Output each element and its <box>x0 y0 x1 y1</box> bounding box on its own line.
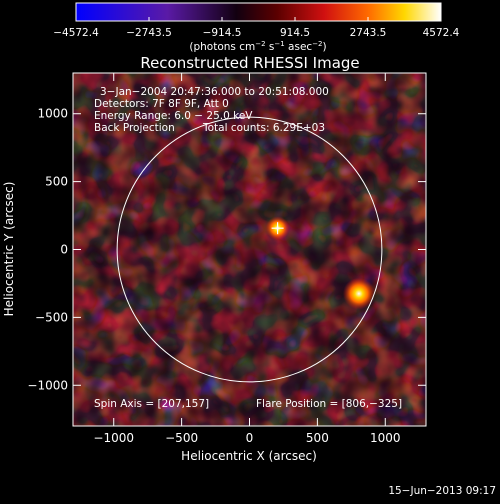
colorbar-tick-label: −2743.5 <box>126 27 172 39</box>
colorbar-tick-label: −4572.4 <box>53 27 99 39</box>
spin-axis-marker <box>271 222 284 235</box>
annotation-flare-position: Flare Position = [806,−325] <box>256 398 402 410</box>
colorbar-tick-label: −914.5 <box>203 27 242 39</box>
solar-limb-circle <box>116 116 383 383</box>
annotation-method: Back Projection <box>94 122 175 134</box>
y-axis-label: Heliocentric Y (arcsec) <box>2 182 16 317</box>
annotation-detectors: Detectors: 7F 8F 9F, Att 0 <box>94 98 229 110</box>
colorbar <box>75 2 442 22</box>
colorbar-units: (photons cm−2 s−1 asec−2) <box>189 40 326 53</box>
annotation-block: 3−Jan−2004 20:47:36.000 to 20:51:08.000 … <box>94 86 402 410</box>
colorbar-ticks: −4572.4 −2743.5 −914.5 914.5 2743.5 4572.4 <box>53 17 460 39</box>
footer-timestamp: 15−Jun−2013 09:17 <box>388 485 496 497</box>
annotation-counts: Total counts: 6.29E+03 <box>202 122 325 134</box>
x-tick-label: −500 <box>165 431 198 445</box>
y-tick-label: 1000 <box>37 107 68 121</box>
source-blob <box>342 277 375 310</box>
y-tick-label: 500 <box>45 175 68 189</box>
colorbar-tick-label: 914.5 <box>280 27 310 39</box>
chart-title: Reconstructed RHESSI Image <box>140 54 359 72</box>
plot-area <box>73 73 426 426</box>
x-tick-label: 1000 <box>370 431 401 445</box>
x-tick-label: 0 <box>246 431 254 445</box>
y-tick-label: −1000 <box>27 378 68 392</box>
colorbar-tick-label: 2743.5 <box>350 27 387 39</box>
x-tick-label: −1000 <box>93 431 134 445</box>
axis-ticks: −1000 −500 0 500 1000 −1000 −500 0 500 1000 <box>27 73 426 445</box>
annotation-energy: Energy Range: 6.0 − 25.0 keV <box>94 110 253 122</box>
annotation-time-range: 3−Jan−2004 20:47:36.000 to 20:51:08.000 <box>100 86 329 98</box>
colorbar-tick-label: 4572.4 <box>423 27 460 39</box>
image-background <box>73 73 426 426</box>
annotation-spin-axis: Spin Axis = [207,157] <box>94 398 209 410</box>
y-tick-label: −500 <box>35 310 68 324</box>
y-tick-label: 0 <box>60 243 68 257</box>
x-axis-label: Heliocentric X (arcsec) <box>181 449 317 463</box>
x-tick-label: 500 <box>306 431 329 445</box>
